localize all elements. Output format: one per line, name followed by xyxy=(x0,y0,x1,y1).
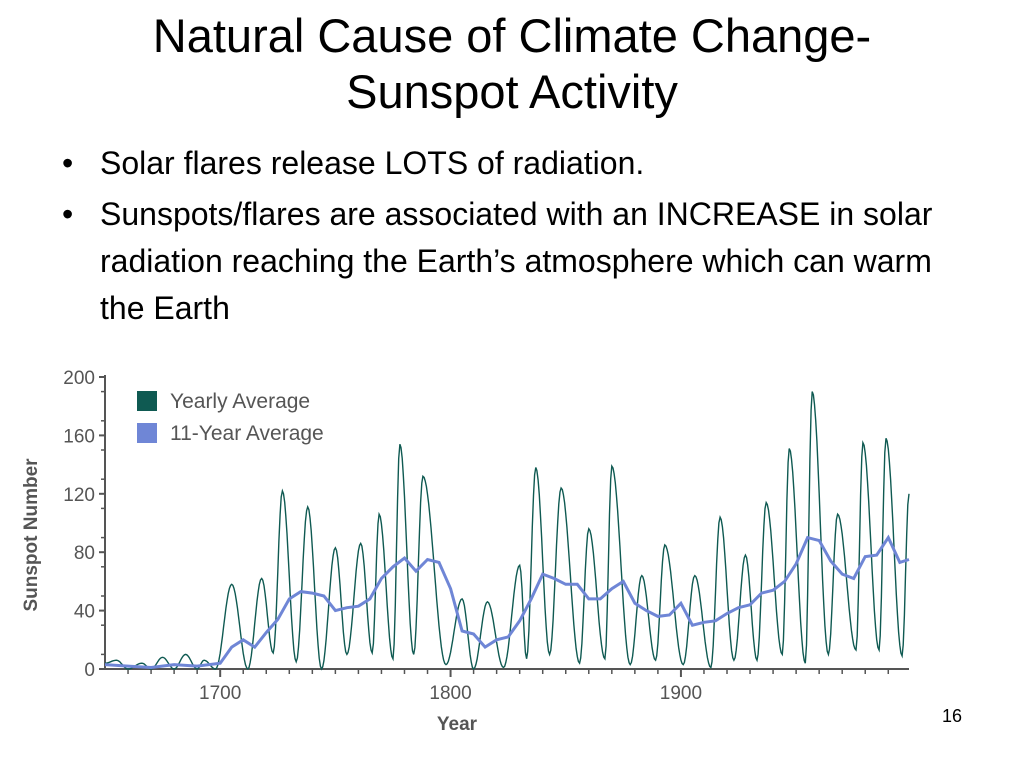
y-tick-label: 80 xyxy=(74,543,95,564)
y-axis-title: Sunspot Number xyxy=(21,458,42,612)
bullet-list: • Solar flares release LOTS of radiation.… xyxy=(62,140,982,336)
bullet-text: Solar flares release LOTS of radiation. xyxy=(100,145,645,181)
y-tick-label: 160 xyxy=(63,426,95,447)
sunspot-chart: 0 40 80 120 160 200 1700 1800 1900 Year Sunspot Nu… xyxy=(21,368,910,735)
x-tick-label: 1900 xyxy=(660,683,702,704)
y-tick-label: 120 xyxy=(63,485,95,506)
y-tick-label: 200 xyxy=(63,368,95,389)
bullet-item: • Solar flares release LOTS of radiation. xyxy=(62,140,982,187)
slide-title-line-1: Natural Cause of Climate Change- xyxy=(152,9,872,62)
legend-swatch-yearly xyxy=(137,391,157,411)
bullet-dot: • xyxy=(62,196,74,232)
legend-label-yearly: Yearly Average xyxy=(170,390,310,413)
y-tick-label: 40 xyxy=(74,602,95,623)
y-tick-label: 0 xyxy=(84,660,95,681)
x-tick-label: 1700 xyxy=(199,683,241,704)
slide-title-line-2: Sunspot Activity xyxy=(346,65,678,118)
bullet-text: Sunspots/flares are associated with an I… xyxy=(100,196,933,326)
slide-title: Natural Cause of Climate Change- Sunspot… xyxy=(0,8,1024,120)
legend-label-eleven-year: 11-Year Average xyxy=(170,422,324,445)
x-axis-title: Year xyxy=(437,714,478,735)
legend-swatch-eleven-year xyxy=(137,423,157,443)
bullet-item: • Sunspots/flares are associated with an … xyxy=(62,191,982,332)
slide-number: 16 xyxy=(941,706,962,726)
eleven-year-average-line xyxy=(104,534,910,670)
bullet-dot: • xyxy=(62,145,74,181)
x-tick-label: 1800 xyxy=(429,683,471,704)
